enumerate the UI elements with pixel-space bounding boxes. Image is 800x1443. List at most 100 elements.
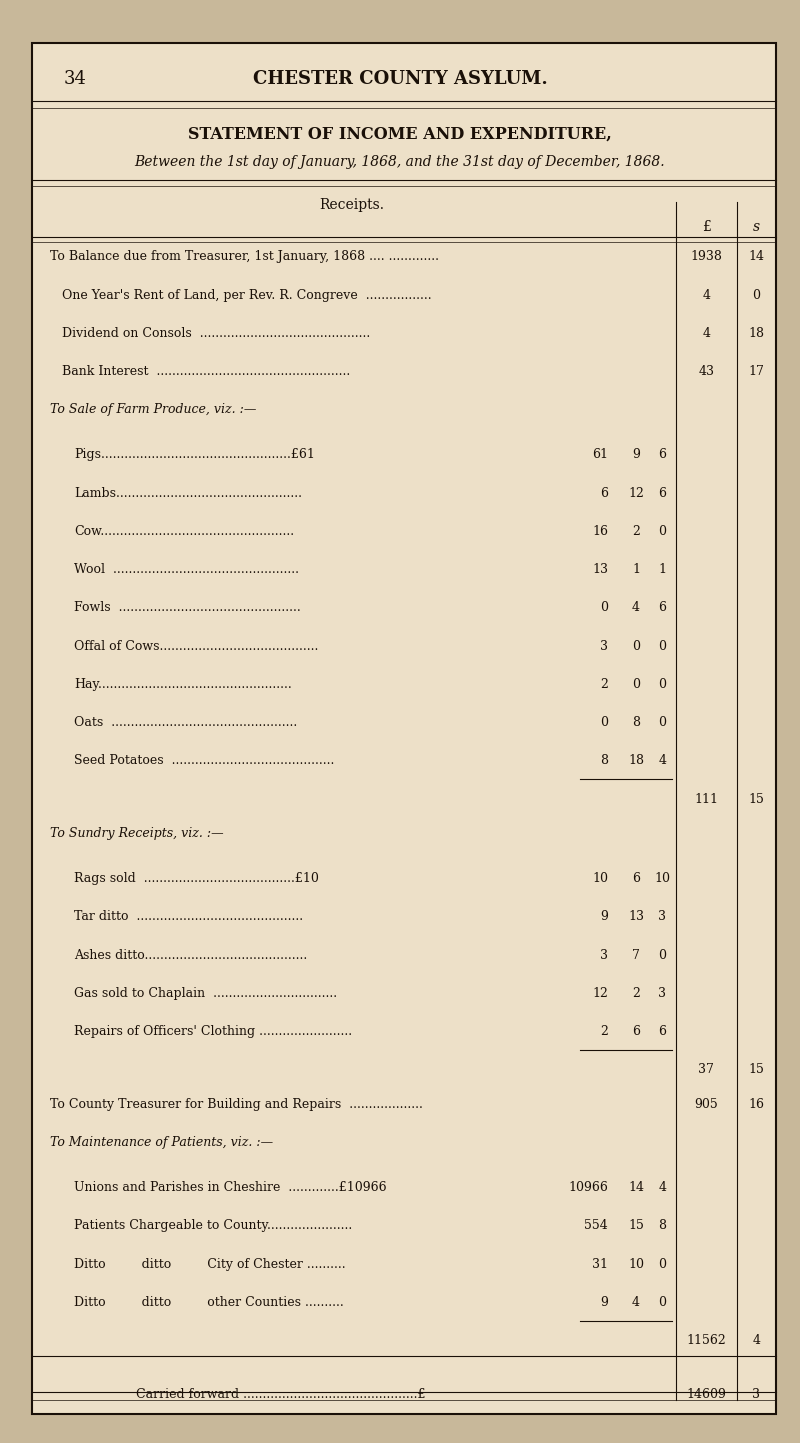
Text: 2: 2	[632, 987, 640, 1000]
Text: 15: 15	[749, 792, 764, 805]
Text: 34: 34	[64, 71, 87, 88]
Text: Cow..................................................: Cow.....................................…	[74, 525, 294, 538]
Text: To Balance due from Treasurer, 1st January, 1868 .... .............: To Balance due from Treasurer, 1st Janua…	[50, 250, 439, 264]
Text: Lambs................................................: Lambs...................................…	[74, 486, 302, 499]
Text: 11562: 11562	[686, 1335, 726, 1348]
Text: 2: 2	[600, 678, 608, 691]
Text: STATEMENT OF INCOME AND EXPENDITURE,: STATEMENT OF INCOME AND EXPENDITURE,	[188, 126, 612, 143]
Text: Receipts.: Receipts.	[319, 198, 385, 212]
Text: 18: 18	[628, 755, 644, 768]
Text: Repairs of Officers' Clothing ........................: Repairs of Officers' Clothing ..........…	[74, 1025, 353, 1038]
Text: 6: 6	[658, 602, 666, 615]
Text: 3: 3	[658, 987, 666, 1000]
Text: Ditto         ditto         City of Chester ..........: Ditto ditto City of Chester ..........	[74, 1258, 346, 1271]
Text: Unions and Parishes in Cheshire  .............£10966: Unions and Parishes in Cheshire ........…	[74, 1182, 387, 1195]
Text: 10966: 10966	[568, 1182, 608, 1195]
Text: One Year's Rent of Land, per Rev. R. Congreve  .................: One Year's Rent of Land, per Rev. R. Con…	[62, 289, 432, 302]
Text: 16: 16	[749, 1098, 765, 1111]
Text: 1: 1	[632, 563, 640, 576]
Text: Carried forward .............................................£: Carried forward ........................…	[136, 1388, 426, 1401]
Text: 14: 14	[628, 1182, 644, 1195]
Text: 0: 0	[658, 678, 666, 691]
Text: 1: 1	[658, 563, 666, 576]
Text: 12: 12	[592, 987, 608, 1000]
Text: 3: 3	[600, 948, 608, 961]
Text: 2: 2	[632, 525, 640, 538]
Text: To County Treasurer for Building and Repairs  ...................: To County Treasurer for Building and Rep…	[50, 1098, 423, 1111]
Text: 4: 4	[658, 1182, 666, 1195]
Text: 9: 9	[600, 1296, 608, 1309]
Text: 15: 15	[628, 1219, 644, 1232]
Text: 0: 0	[632, 639, 640, 652]
Text: Pigs.................................................£61: Pigs....................................…	[74, 449, 315, 462]
Text: 15: 15	[749, 1063, 764, 1076]
Text: 61: 61	[592, 449, 608, 462]
Text: To Maintenance of Patients, viz. :—: To Maintenance of Patients, viz. :—	[50, 1136, 274, 1149]
Text: Patients Chargeable to County......................: Patients Chargeable to County...........…	[74, 1219, 353, 1232]
Text: 43: 43	[698, 365, 714, 378]
Text: Dividend on Consols  ............................................: Dividend on Consols ....................…	[62, 326, 370, 341]
Text: 6: 6	[600, 486, 608, 499]
Text: 16: 16	[592, 525, 608, 538]
Text: Rags sold  .......................................£10: Rags sold ..............................…	[74, 872, 319, 885]
Text: To Sale of Farm Produce, viz. :—: To Sale of Farm Produce, viz. :—	[50, 403, 257, 417]
Text: 4: 4	[632, 602, 640, 615]
Text: Seed Potatoes  ..........................................: Seed Potatoes ..........................…	[74, 755, 334, 768]
Text: 111: 111	[694, 792, 718, 805]
Text: 6: 6	[632, 872, 640, 885]
Text: 0: 0	[752, 289, 760, 302]
Text: 7: 7	[632, 948, 640, 961]
Text: 4: 4	[752, 1335, 760, 1348]
Text: 10: 10	[654, 872, 670, 885]
Text: 6: 6	[632, 1025, 640, 1038]
Text: 14: 14	[749, 250, 765, 264]
Text: 14609: 14609	[686, 1388, 726, 1401]
Text: 12: 12	[628, 486, 644, 499]
Text: 0: 0	[658, 1296, 666, 1309]
Text: 3: 3	[752, 1388, 760, 1401]
Text: 0: 0	[658, 525, 666, 538]
Text: 4: 4	[632, 1296, 640, 1309]
Text: 18: 18	[749, 326, 765, 341]
Text: 10: 10	[628, 1258, 644, 1271]
Text: Fowls  ...............................................: Fowls ..................................…	[74, 602, 301, 615]
Text: Ashes ditto..........................................: Ashes ditto.............................…	[74, 948, 308, 961]
Text: 37: 37	[698, 1063, 714, 1076]
Text: Hay..................................................: Hay.....................................…	[74, 678, 292, 691]
Text: To Sundry Receipts, viz. :—: To Sundry Receipts, viz. :—	[50, 827, 224, 840]
Text: Ditto         ditto         other Counties ..........: Ditto ditto other Counties ..........	[74, 1296, 344, 1309]
Text: 4: 4	[702, 326, 710, 341]
Text: Gas sold to Chaplain  ................................: Gas sold to Chaplain ...................…	[74, 987, 338, 1000]
Text: 3: 3	[658, 911, 666, 924]
Text: 0: 0	[658, 948, 666, 961]
Text: 17: 17	[749, 365, 764, 378]
Text: Offal of Cows.........................................: Offal of Cows...........................…	[74, 639, 318, 652]
Text: 0: 0	[658, 716, 666, 729]
Text: 0: 0	[632, 678, 640, 691]
Text: 8: 8	[632, 716, 640, 729]
Text: 3: 3	[600, 639, 608, 652]
Text: 4: 4	[658, 755, 666, 768]
Text: 13: 13	[628, 911, 644, 924]
Text: 0: 0	[658, 1258, 666, 1271]
Text: 0: 0	[600, 716, 608, 729]
Text: 6: 6	[658, 486, 666, 499]
Text: Wool  ................................................: Wool ...................................…	[74, 563, 299, 576]
Text: Between the 1st day of January, 1868, and the 31st day of December, 1868.: Between the 1st day of January, 1868, an…	[134, 154, 666, 169]
Text: 0: 0	[658, 639, 666, 652]
Text: 31: 31	[592, 1258, 608, 1271]
Text: £: £	[702, 219, 711, 234]
Text: 905: 905	[694, 1098, 718, 1111]
Text: 0: 0	[600, 602, 608, 615]
Text: 13: 13	[592, 563, 608, 576]
Text: Oats  ................................................: Oats ...................................…	[74, 716, 298, 729]
Text: 554: 554	[584, 1219, 608, 1232]
Text: 6: 6	[658, 1025, 666, 1038]
Text: 2: 2	[600, 1025, 608, 1038]
Text: 8: 8	[600, 755, 608, 768]
Text: CHESTER COUNTY ASYLUM.: CHESTER COUNTY ASYLUM.	[253, 71, 547, 88]
Text: 4: 4	[702, 289, 710, 302]
Text: s: s	[753, 219, 760, 234]
Text: Bank Interest  ..................................................: Bank Interest ..........................…	[62, 365, 350, 378]
Text: Tar ditto  ...........................................: Tar ditto ..............................…	[74, 911, 303, 924]
